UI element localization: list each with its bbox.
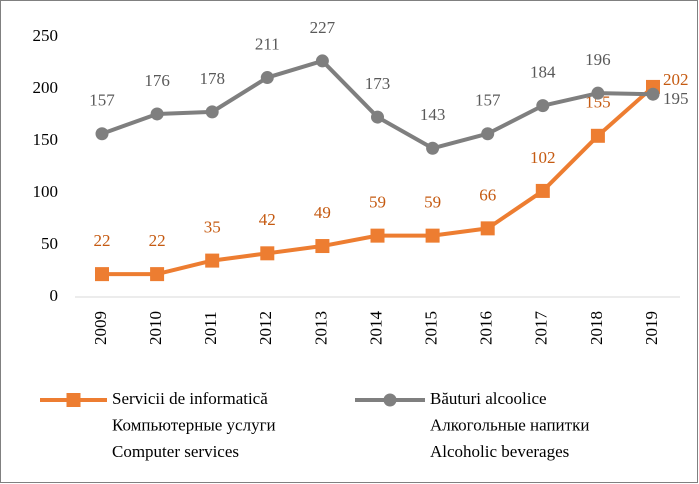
x-tick-label: 2010 [146, 311, 165, 345]
legend-marker [383, 393, 397, 407]
x-tick-label: 2016 [477, 311, 496, 345]
y-tick-label: 0 [50, 286, 59, 305]
y-tick-label: 200 [33, 78, 59, 97]
marker [481, 127, 495, 141]
marker [205, 105, 219, 119]
y-tick-label: 250 [33, 26, 59, 45]
marker [260, 246, 275, 261]
data-label: 155 [585, 93, 611, 112]
data-label: 157 [89, 91, 115, 110]
y-tick-label: 150 [33, 130, 59, 149]
marker [260, 71, 274, 85]
legend-label: Alcoholic beverages [430, 442, 569, 461]
data-label: 22 [149, 231, 166, 250]
legend-label: Computer services [112, 442, 239, 461]
marker [370, 228, 385, 243]
marker [150, 107, 164, 121]
marker [315, 239, 330, 254]
legend-label: Servicii de informatică [112, 389, 268, 408]
legend-label: Băuturi alcoolice [430, 389, 547, 408]
data-label: 102 [530, 148, 556, 167]
data-label: 202 [663, 70, 689, 89]
data-label: 22 [94, 231, 111, 250]
x-tick-label: 2012 [256, 311, 275, 345]
marker [150, 267, 165, 282]
x-tick-label: 2018 [587, 311, 606, 345]
marker [591, 86, 605, 100]
data-label: 42 [259, 210, 276, 229]
data-label: 173 [365, 74, 391, 93]
marker [371, 110, 384, 124]
data-label: 227 [310, 18, 336, 37]
x-tick-label: 2011 [201, 311, 220, 344]
x-tick-label: 2015 [422, 311, 441, 345]
legend-label: Алкогольные напитки [430, 415, 589, 434]
marker [646, 87, 660, 101]
marker [480, 221, 495, 236]
data-label: 143 [420, 105, 446, 124]
x-tick-label: 2009 [91, 311, 110, 345]
data-label: 184 [530, 63, 556, 82]
data-label: 59 [424, 193, 441, 212]
marker [590, 128, 605, 143]
marker [535, 183, 550, 198]
y-tick-label: 50 [41, 234, 58, 253]
data-label: 195 [663, 89, 689, 108]
data-label: 196 [585, 50, 611, 69]
legend-label: Компьютерные услуги [112, 415, 276, 434]
marker [536, 99, 550, 113]
x-tick-label: 2013 [311, 311, 330, 345]
x-tick-label: 2014 [366, 311, 385, 346]
y-tick-label: 100 [33, 182, 59, 201]
data-label: 49 [314, 203, 331, 222]
marker [205, 253, 220, 268]
marker [95, 267, 109, 282]
marker [425, 228, 440, 243]
data-label: 176 [144, 71, 170, 90]
legend-marker [66, 393, 81, 407]
x-tick-label: 2017 [532, 311, 551, 346]
data-label: 211 [255, 34, 280, 53]
data-label: 66 [479, 185, 496, 204]
marker [426, 141, 440, 155]
data-label: 59 [369, 193, 386, 212]
data-label: 178 [199, 69, 225, 88]
marker [95, 127, 109, 141]
marker [315, 54, 329, 68]
x-tick-label: 2019 [642, 311, 661, 345]
data-label: 35 [204, 218, 221, 237]
data-label: 157 [475, 91, 501, 110]
